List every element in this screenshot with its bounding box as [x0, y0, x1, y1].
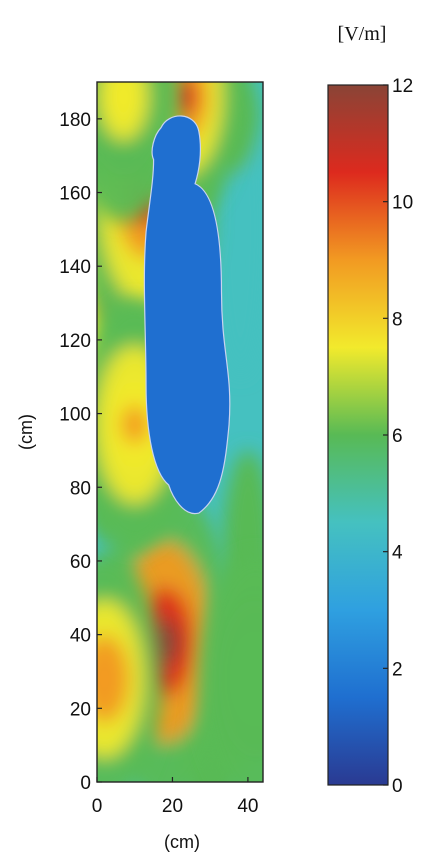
y-axis-label: (cm) — [16, 414, 36, 450]
colorbar-ticks: 0 2 4 6 8 10 12 — [383, 76, 413, 797]
x-tick-label: 0 — [92, 796, 103, 817]
colorbar-tick-label: 0 — [392, 776, 403, 797]
x-tick-label: 20 — [162, 796, 183, 817]
colorbar-tick-label: 8 — [392, 309, 403, 330]
field-peak — [97, 553, 162, 782]
colorbar-tick-label: 4 — [392, 543, 403, 564]
colorbar-unit-label: [V/m] — [338, 23, 387, 45]
y-tick-label: 0 — [80, 773, 91, 794]
colorbar-tick-label: 10 — [392, 193, 413, 214]
y-tick-label: 40 — [70, 626, 91, 647]
human-body-region — [143, 115, 231, 515]
y-tick-label: 20 — [70, 699, 91, 720]
colorbar-tick-label: 6 — [392, 426, 403, 447]
y-tick-label: 140 — [59, 257, 91, 278]
x-axis: 0 20 40 — [92, 777, 258, 817]
x-axis-label: (cm) — [164, 832, 200, 852]
plot-frame — [96, 81, 264, 783]
colorbar-tick-label: 12 — [392, 76, 413, 97]
field-peak — [198, 553, 263, 782]
colorbar-tick-label: 2 — [392, 659, 403, 680]
y-tick-label: 160 — [59, 184, 91, 205]
y-axis: 0 20 40 60 80 100 120 140 160 180 — [59, 110, 102, 794]
y-tick-label: 120 — [59, 331, 91, 352]
y-tick-label: 80 — [70, 478, 91, 499]
y-tick-label: 60 — [70, 552, 91, 573]
y-tick-label: 180 — [59, 110, 91, 131]
heatmap-plot-area — [96, 81, 264, 783]
x-tick-label: 40 — [237, 796, 258, 817]
colorbar-gradient — [327, 84, 389, 786]
colorbar: 0 2 4 6 8 10 12 [V/m] — [327, 23, 413, 797]
y-tick-label: 100 — [59, 405, 91, 426]
